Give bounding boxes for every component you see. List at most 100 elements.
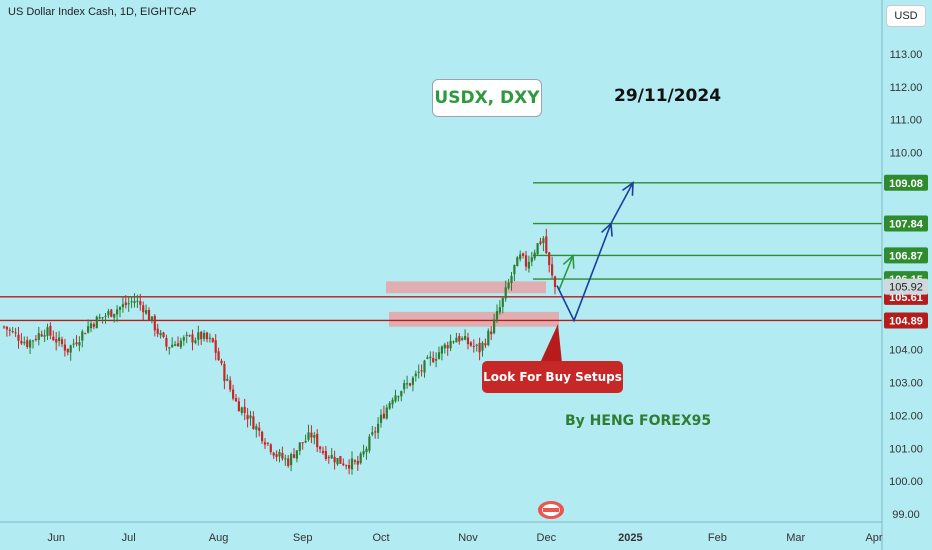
candle-body-up	[208, 337, 211, 339]
candle-body-down	[545, 236, 548, 254]
candle-body-down	[200, 331, 203, 340]
candle-body-up	[304, 440, 307, 443]
time-tick-label: Aug	[209, 532, 229, 544]
blue-projection-path	[556, 223, 612, 323]
candle-body-down	[156, 328, 159, 334]
price-badge-label: 107.84	[889, 219, 924, 231]
candle-body-down	[263, 442, 267, 445]
symbol-title: US Dollar Index Cash, 1D, EIGHTCAP	[8, 6, 197, 18]
candle-body-up	[284, 458, 287, 460]
candle-body-up	[365, 448, 368, 453]
price-tick-label: 104.00	[889, 345, 923, 357]
time-axis[interactable]: Jun Jul Aug Sep Oct Nov Dec 2025 Feb Mar Apr	[0, 521, 883, 544]
candle-body-down	[324, 451, 327, 459]
candle-body-down	[281, 452, 284, 459]
candle-body-down	[232, 389, 235, 399]
candle-body-up	[98, 317, 101, 319]
candle-body-up	[145, 310, 148, 314]
candle-body-down	[246, 414, 249, 420]
candle-body-down	[110, 309, 113, 317]
candle-body-up	[72, 343, 75, 345]
candle-body-up	[388, 403, 391, 409]
zone-layer	[386, 281, 559, 327]
candle-body-down	[261, 431, 264, 442]
blue-arrow-head-icon	[621, 181, 634, 196]
candle-body-down	[49, 325, 52, 336]
candle-body-up	[185, 334, 188, 336]
candle-body-down	[266, 442, 269, 444]
candle-body-up	[542, 238, 545, 244]
candle-body-down	[319, 446, 322, 450]
candle-body-up	[330, 454, 333, 459]
candle-body-up	[197, 332, 200, 340]
candle-body-down	[60, 339, 64, 345]
candle-body-up	[536, 243, 539, 254]
idea-date: 29/11/2024	[614, 86, 722, 106]
candle-body-down	[327, 457, 330, 459]
candle-body-up	[81, 331, 84, 341]
currency-button[interactable]: USD	[886, 5, 926, 27]
candle-body-up	[377, 423, 380, 433]
candle-body-down	[374, 431, 377, 433]
author-label: By HENG FOREX95	[565, 413, 712, 429]
candle-body-up	[168, 347, 171, 349]
candle-body-up	[31, 340, 35, 342]
candle-body-down	[548, 252, 551, 266]
candle-body-down	[243, 406, 246, 413]
price-tick-label: 99.00	[892, 509, 920, 521]
candle-body-up	[194, 340, 197, 344]
candle-body-down	[275, 454, 278, 458]
candle-body-down	[339, 456, 342, 464]
candle-body-down	[252, 416, 255, 430]
candle-body-down	[237, 401, 240, 412]
candle-body-down	[287, 458, 290, 466]
candle-body-down	[469, 342, 472, 346]
candle-body-up	[11, 331, 14, 333]
candle-body-up	[171, 344, 174, 348]
projection-layer	[540, 181, 634, 363]
candle-body-up	[313, 435, 316, 438]
candle-body-down	[205, 332, 209, 340]
candle-body-down	[446, 345, 449, 349]
candle-body-up	[493, 319, 496, 334]
price-badge-label: 109.08	[889, 178, 923, 190]
time-tick-label: Jun	[47, 532, 65, 544]
candle-body-up	[495, 311, 499, 320]
candle-body-up	[510, 275, 513, 283]
candle-body-up	[464, 336, 467, 340]
candle-body-down	[223, 363, 226, 382]
price-axis[interactable]: 113.00 112.00 111.00 110.00 104.00 103.00 102.…	[881, 0, 928, 550]
candle-body-up	[87, 326, 90, 333]
candle-body-up	[414, 373, 417, 377]
candle-body-up	[452, 341, 455, 343]
candle-body-down	[353, 460, 356, 462]
candle-body-up	[501, 298, 504, 307]
candle-body-down	[139, 301, 142, 305]
candle-body-up	[397, 396, 400, 398]
candle-body-down	[75, 342, 78, 345]
candle-body-down	[217, 351, 220, 361]
candle-body-up	[498, 307, 501, 313]
candle-body-up	[350, 458, 354, 470]
price-tick-label: 112.00	[890, 82, 923, 94]
candle-body-up	[78, 342, 81, 346]
candle-body-down	[432, 357, 435, 363]
candle-body-up	[29, 340, 32, 348]
time-tick-label: Mar	[786, 532, 805, 544]
time-tick-label: Oct	[372, 532, 389, 544]
candle-body-down	[211, 338, 214, 342]
level-layer	[0, 182, 882, 322]
candle-body-up	[249, 415, 252, 419]
candle-body-up	[113, 313, 116, 318]
candle-body-up	[23, 342, 26, 344]
candle-body-up	[394, 395, 397, 402]
time-tick-label: 2025	[618, 532, 642, 544]
candle-body-up	[174, 344, 177, 346]
candle-body-down	[408, 383, 412, 386]
time-tick-label: Sep	[293, 532, 313, 544]
candle-body-up	[391, 399, 394, 405]
blue-projection-path-extension	[610, 182, 634, 224]
price-badge-label: 106.87	[889, 250, 923, 262]
candle-layer	[2, 228, 557, 475]
